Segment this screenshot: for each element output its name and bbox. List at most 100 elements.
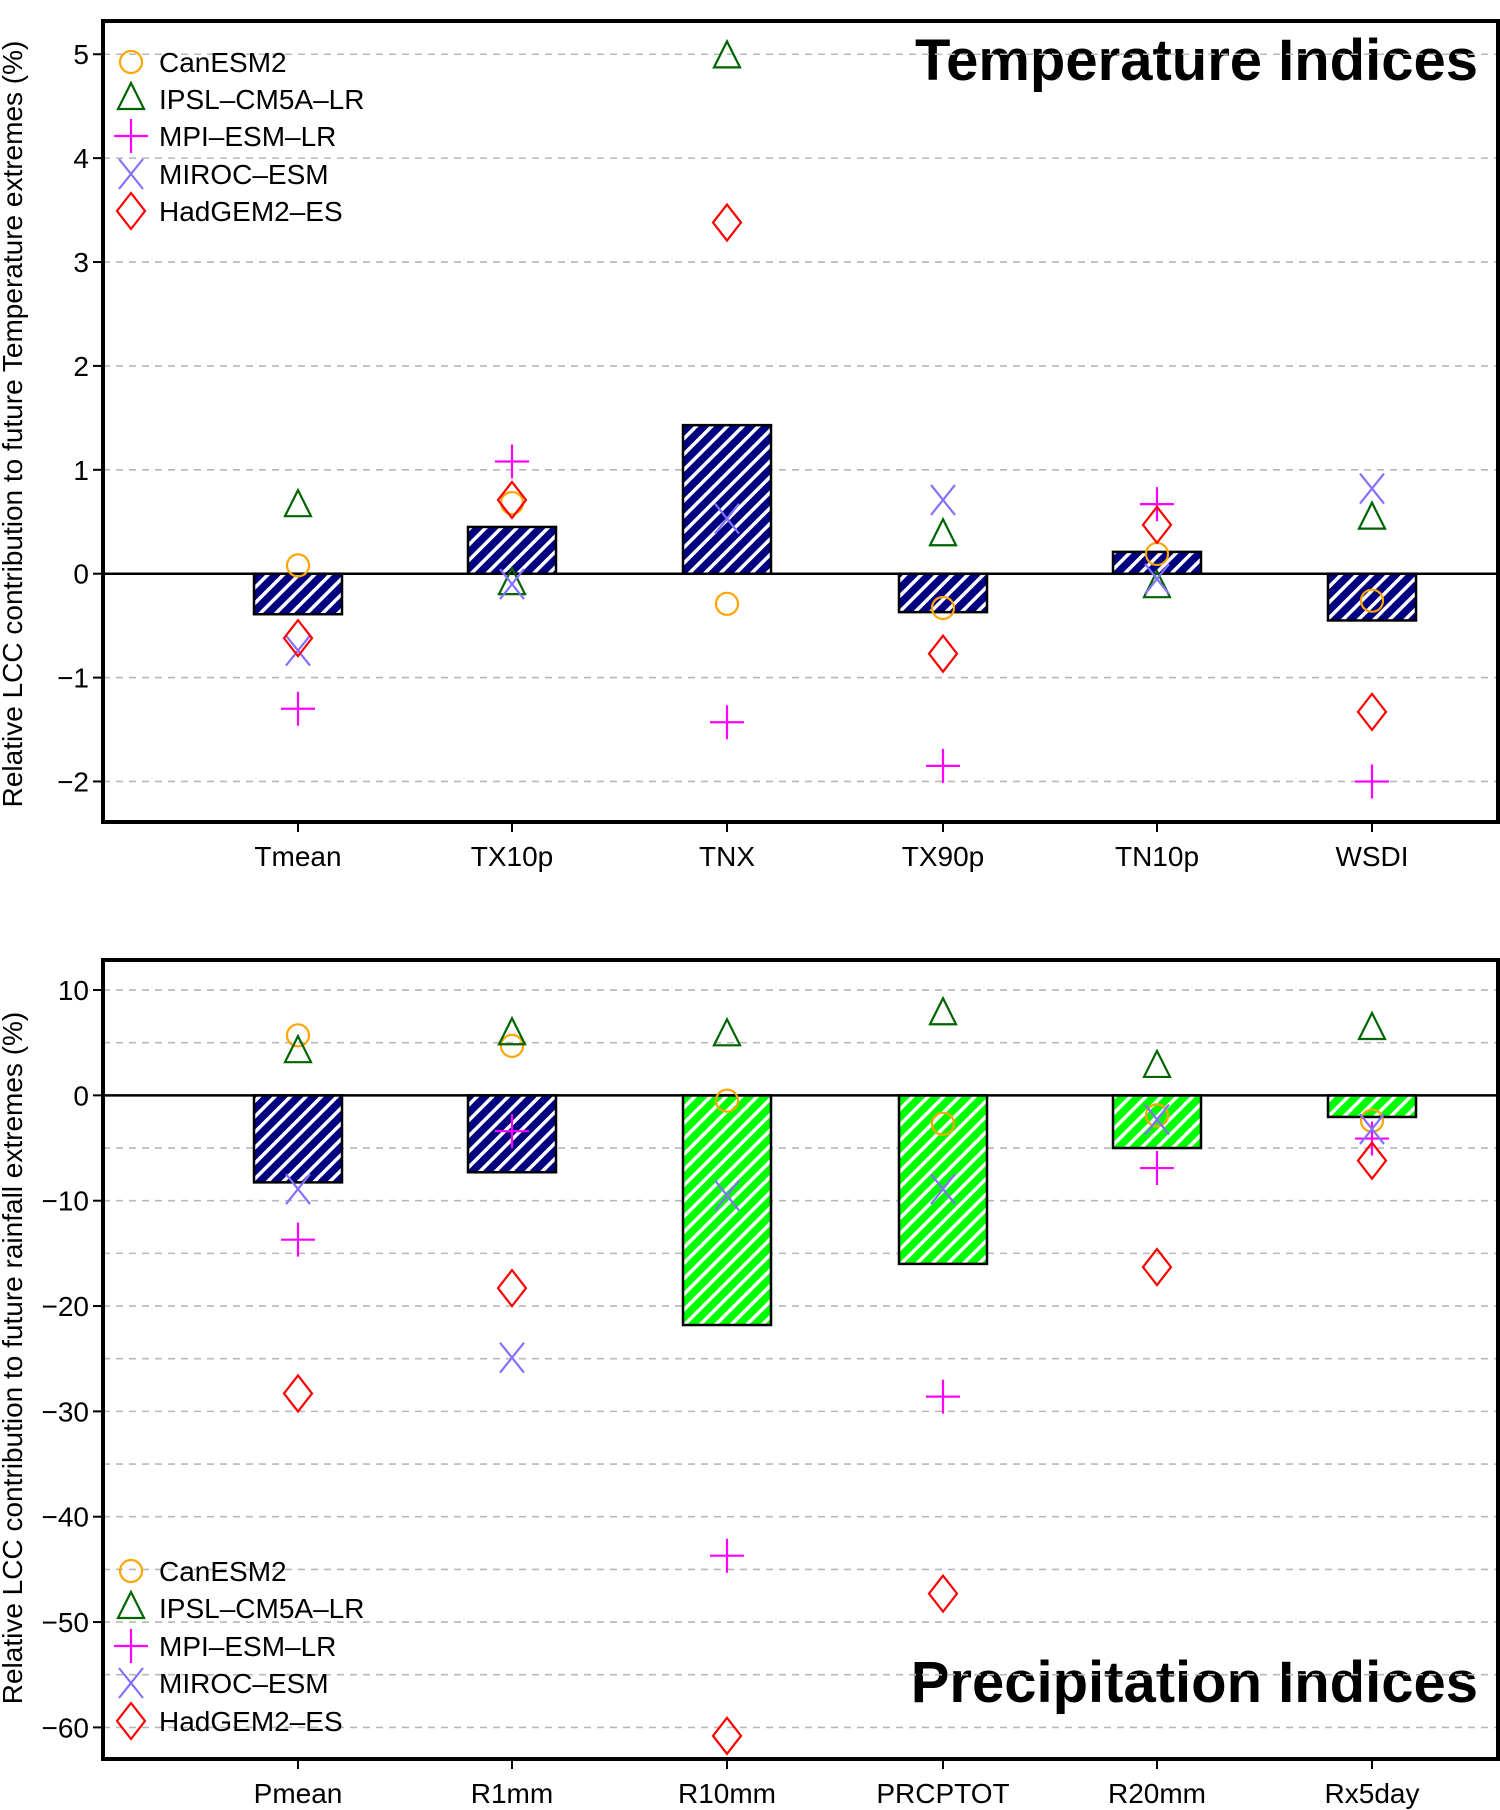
legend-item: CanESM2 bbox=[118, 1556, 287, 1587]
point-HadGEM2-ES-TN10p bbox=[1141, 505, 1173, 545]
point-IPSL-CM5A-LR-WSDI bbox=[1357, 500, 1387, 530]
legend-label: MIROC–ESM bbox=[159, 159, 329, 190]
diamond-icon bbox=[115, 191, 147, 231]
point-HadGEM2-ES-Tmean bbox=[282, 618, 314, 658]
bar-TX90p bbox=[897, 572, 989, 614]
bar-WSDI bbox=[1326, 572, 1418, 622]
y-tick-label: 5 bbox=[73, 39, 89, 70]
x-tick-label: Tmean bbox=[254, 841, 341, 872]
bar-Pmean bbox=[252, 1094, 344, 1184]
y-tick-label: 10 bbox=[58, 975, 89, 1006]
y-tick-label: 1 bbox=[73, 455, 89, 486]
legend-item: IPSL–CM5A–LR bbox=[116, 1589, 364, 1624]
legend: CanESM2 IPSL–CM5A–LR MPI–ESM–LR MIROC–ESM Ha… bbox=[114, 1556, 364, 1741]
point-HadGEM2-ES-WSDI bbox=[1356, 692, 1388, 732]
point-IPSL-CM5A-LR-PRCPTOT bbox=[928, 995, 958, 1026]
y-tick-label: 2 bbox=[73, 351, 89, 382]
y-tick-label: −20 bbox=[42, 1291, 90, 1322]
bar-Tmean bbox=[252, 572, 344, 616]
cross-icon bbox=[118, 158, 144, 190]
point-CanESM2-PRCPTOT bbox=[930, 1111, 956, 1136]
diamond-icon bbox=[115, 1701, 147, 1741]
point-MIROC-ESM-WSDI bbox=[1359, 472, 1385, 505]
point-IPSL-CM5A-LR-TNX bbox=[712, 38, 742, 69]
bar-R20mm bbox=[1111, 1094, 1203, 1150]
point-HadGEM2-ES-R20mm bbox=[1141, 1247, 1173, 1287]
legend-label: HadGEM2–ES bbox=[159, 1706, 343, 1737]
point-IPSL-CM5A-LR-R20mm bbox=[1142, 1048, 1172, 1079]
bar-TNX bbox=[681, 423, 773, 575]
x-tick-label: Rx5day bbox=[1325, 1778, 1420, 1809]
legend-label: HadGEM2–ES bbox=[159, 196, 343, 227]
point-MPI-ESM-LR-WSDI bbox=[1355, 764, 1389, 799]
point-CanESM2-Tmean bbox=[285, 553, 311, 578]
legend-label: CanESM2 bbox=[159, 1556, 287, 1587]
legend-label: MPI–ESM–LR bbox=[159, 1631, 336, 1662]
point-MPI-ESM-LR-TX10p bbox=[495, 444, 529, 479]
legend-item: CanESM2 bbox=[118, 47, 287, 78]
legend-label: MPI–ESM–LR bbox=[159, 121, 336, 152]
point-CanESM2-R20mm bbox=[1144, 1103, 1170, 1128]
x-tick-label: R10mm bbox=[678, 1778, 776, 1809]
point-IPSL-CM5A-LR-TN10p bbox=[1142, 568, 1172, 599]
legend-item: HadGEM2–ES bbox=[115, 191, 343, 231]
legend-item: MPI–ESM–LR bbox=[114, 1629, 336, 1663]
point-MIROC-ESM-TN10p bbox=[1144, 563, 1170, 595]
point-MPI-ESM-LR-TX90p bbox=[926, 748, 960, 783]
point-MPI-ESM-LR-TNX bbox=[710, 705, 744, 740]
triangle-icon bbox=[116, 80, 146, 111]
y-tick-label: −2 bbox=[57, 766, 89, 797]
bar-Rx5day bbox=[1326, 1094, 1418, 1119]
y-tick-label: −50 bbox=[42, 1607, 90, 1638]
point-MPI-ESM-LR-R1mm bbox=[495, 1114, 529, 1149]
point-IPSL-CM5A-LR-Tmean bbox=[283, 487, 313, 518]
point-MPI-ESM-LR-R10mm bbox=[710, 1538, 744, 1573]
y-axis-label: Relative LCC contribution to future rain… bbox=[0, 1012, 28, 1705]
legend-label: CanESM2 bbox=[159, 47, 287, 78]
circle-icon bbox=[118, 49, 144, 75]
x-tick-label: R20mm bbox=[1108, 1778, 1206, 1809]
point-HadGEM2-ES-TX90p bbox=[927, 633, 959, 674]
circle-icon bbox=[118, 1558, 144, 1584]
legend-item: MIROC–ESM bbox=[118, 1667, 329, 1699]
point-IPSL-CM5A-LR-R1mm bbox=[497, 1015, 527, 1046]
point-HadGEM2-ES-TNX bbox=[711, 202, 743, 243]
precipitation-panel: Precipitation Indices Relative LCC contr… bbox=[0, 958, 1500, 1809]
plus-icon bbox=[114, 119, 148, 153]
point-MIROC-ESM-Tmean bbox=[285, 634, 311, 667]
point-HadGEM2-ES-R1mm bbox=[496, 1268, 528, 1308]
point-MIROC-ESM-TX10p bbox=[499, 568, 525, 600]
x-tick-label: TNX bbox=[699, 841, 755, 872]
point-MIROC-ESM-R20mm bbox=[1144, 1103, 1170, 1136]
point-HadGEM2-ES-R10mm bbox=[711, 1716, 743, 1756]
x-tick-label: TX90p bbox=[902, 841, 985, 872]
panel-title: Temperature Indices bbox=[915, 28, 1478, 93]
x-tick-label: R1mm bbox=[471, 1778, 553, 1809]
point-MIROC-ESM-Pmean bbox=[285, 1173, 311, 1205]
cross-icon bbox=[118, 1667, 144, 1699]
point-CanESM2-TX90p bbox=[930, 595, 956, 621]
point-CanESM2-R10mm bbox=[714, 1088, 740, 1113]
y-tick-label: −40 bbox=[42, 1502, 90, 1533]
point-MPI-ESM-LR-PRCPTOT bbox=[926, 1379, 960, 1414]
y-tick-label: −30 bbox=[42, 1396, 90, 1427]
point-IPSL-CM5A-LR-Pmean bbox=[283, 1033, 313, 1064]
legend-item: IPSL–CM5A–LR bbox=[116, 80, 364, 115]
point-HadGEM2-ES-Rx5day bbox=[1356, 1140, 1388, 1181]
point-IPSL-CM5A-LR-R10mm bbox=[712, 1016, 742, 1047]
point-MPI-ESM-LR-R20mm bbox=[1140, 1151, 1174, 1186]
point-IPSL-CM5A-LR-TX10p bbox=[497, 565, 527, 596]
y-tick-label: 4 bbox=[73, 143, 89, 174]
y-tick-label: 3 bbox=[73, 247, 89, 278]
x-tick-label: PRCPTOT bbox=[876, 1778, 1009, 1809]
plot-frame bbox=[101, 958, 1500, 1761]
point-HadGEM2-ES-Pmean bbox=[282, 1373, 314, 1414]
legend-item: HadGEM2–ES bbox=[115, 1701, 343, 1741]
legend-label: MIROC–ESM bbox=[159, 1668, 329, 1699]
legend-label: IPSL–CM5A–LR bbox=[159, 84, 364, 115]
x-tick-label: Pmean bbox=[254, 1778, 343, 1809]
point-CanESM2-WSDI bbox=[1359, 588, 1385, 613]
y-tick-label: −10 bbox=[42, 1186, 90, 1217]
x-tick-label: WSDI bbox=[1335, 841, 1408, 872]
plus-icon bbox=[114, 1629, 148, 1663]
